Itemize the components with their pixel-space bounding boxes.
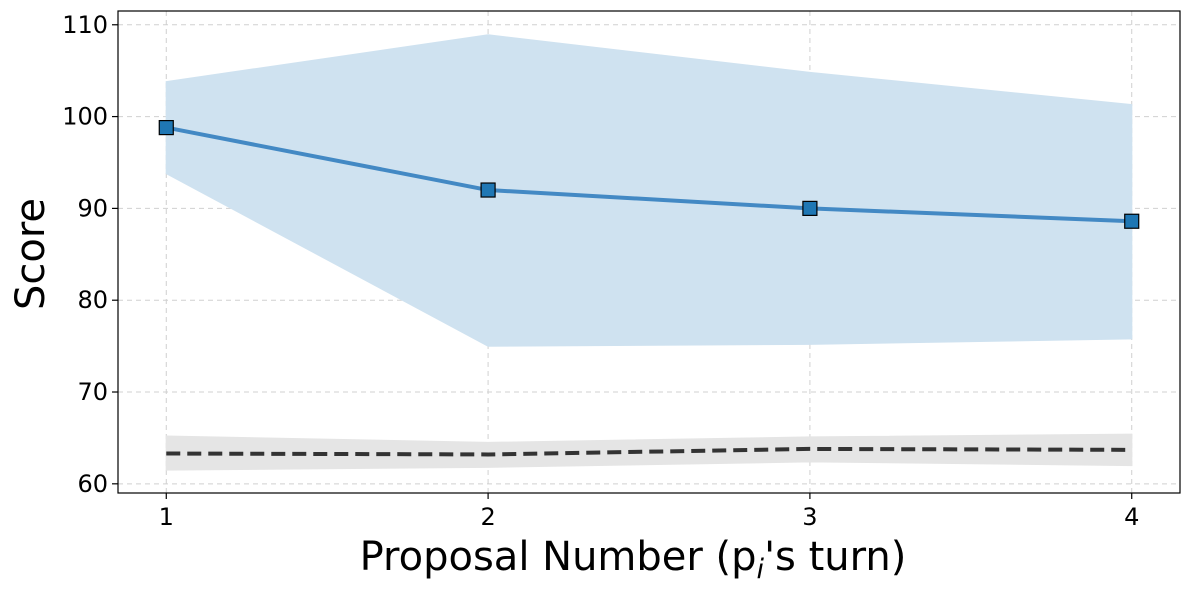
x-tick-label: 3 [802,503,817,531]
series-1-point [480,182,496,198]
series-1-point [158,119,174,136]
series-1-point [802,200,818,216]
series-markers [158,119,1140,229]
y-tick-label: 110 [62,11,108,39]
y-axis-label: Score [8,198,54,310]
y-tick-label: 70 [77,378,108,406]
series-1-line [165,125,1132,224]
x-axis-ticks: 1 2 3 4 [159,493,1139,531]
series-lines [165,125,1132,457]
series-1-point [1124,213,1140,229]
x-axis-label: Proposal Number (pi's turn) [360,534,907,585]
y-tick-label: 100 [62,103,108,131]
series-1-band [165,34,1133,347]
x-tick-label: 1 [159,503,174,531]
x-tick-label: 2 [480,503,495,531]
x-tick-label: 4 [1124,503,1139,531]
plot-frame [117,10,1181,494]
y-tick-label: 80 [77,286,108,314]
y-tick-label: 90 [77,194,108,222]
series-2-line [166,446,1132,457]
y-axis-ticks: 60 70 80 90 100 110 [62,11,118,498]
x-axis-label-suffix: 's turn) [764,534,906,580]
y-tick-label: 60 [77,470,108,498]
series-2-band [165,433,1133,471]
confidence-bands [165,34,1133,471]
x-axis-label-subscript: i [757,554,765,585]
